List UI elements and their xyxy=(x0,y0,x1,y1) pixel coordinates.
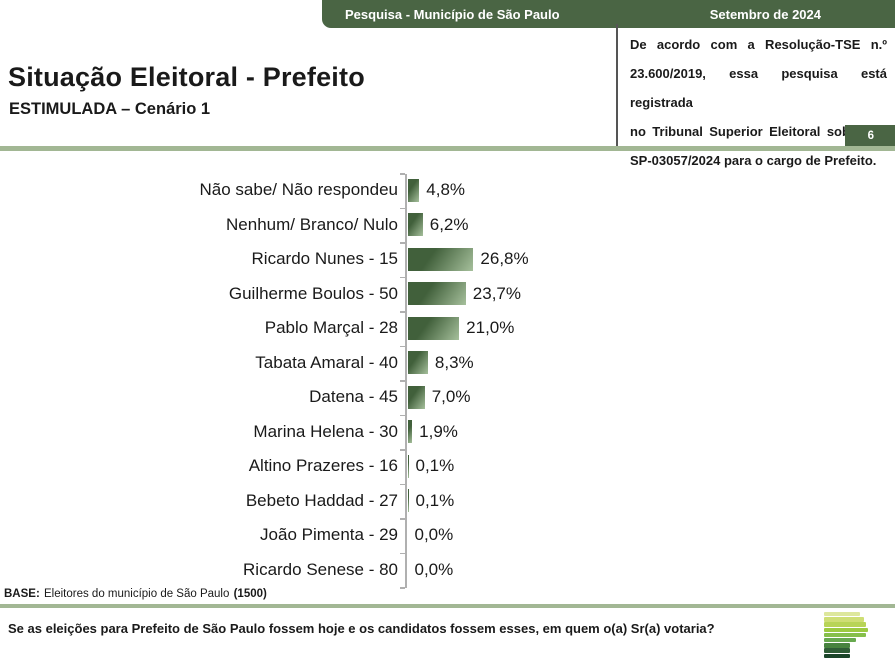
axis-tick xyxy=(400,207,405,209)
category-label: Guilherme Boulos - 50 xyxy=(228,283,398,303)
logo-bar xyxy=(824,632,866,638)
chart-row: Ricardo Nunes - 15 26,8% xyxy=(0,242,895,277)
chart-row: Ricardo Senese - 80 0,0% xyxy=(0,553,895,588)
tse-note-line: De acordo com a Resolução-TSE n.º xyxy=(630,37,887,52)
chart-row: Altino Prazeres - 16 0,1% xyxy=(0,449,895,484)
axis-tick xyxy=(400,276,405,278)
tse-divider-line xyxy=(616,24,618,146)
value-label: 0,0% xyxy=(414,525,454,544)
value-label: 8,3% xyxy=(434,352,474,372)
bar xyxy=(407,489,409,512)
chart-row: Datena - 45 7,0% xyxy=(0,380,895,415)
tse-registration-note: De acordo com a Resolução-TSE n.º 23.600… xyxy=(630,30,887,175)
category-label: Pablo Marçal - 28 xyxy=(264,318,398,337)
chart-row: Guilherme Boulos - 50 23,7% xyxy=(0,277,895,312)
header-bar: Pesquisa - Município de São Paulo Setemb… xyxy=(322,0,895,28)
axis-tick xyxy=(400,449,405,451)
axis-tick xyxy=(400,518,405,520)
chart-row: João Pimenta - 29 0,0% xyxy=(0,518,895,553)
bar xyxy=(407,247,474,271)
category-label: Ricardo Nunes - 15 xyxy=(251,249,398,268)
base-label: BASE: xyxy=(4,588,40,600)
category-label: Tabata Amaral - 40 xyxy=(255,352,398,372)
bar xyxy=(407,385,425,409)
value-label: 0,1% xyxy=(415,490,455,510)
survey-question: Se as eleições para Prefeito de São Paul… xyxy=(8,621,715,636)
divider-line-bottom xyxy=(0,604,895,608)
bar-chart: Não sabe/ Não respondeu 4,8% Nenhum/ Branc… xyxy=(0,173,895,589)
logo-bar xyxy=(824,653,850,658)
value-label: 26,8% xyxy=(480,249,529,268)
logo-bar xyxy=(824,648,850,653)
logo-bar xyxy=(824,612,860,617)
axis-tick xyxy=(400,552,405,554)
logo-bar xyxy=(824,617,864,622)
bar xyxy=(407,454,409,478)
value-label: 7,0% xyxy=(431,387,471,406)
bar xyxy=(407,420,413,443)
logo-bar xyxy=(824,643,850,648)
bar xyxy=(407,351,428,374)
bar xyxy=(407,316,460,340)
page-subtitle: ESTIMULADA – Cenário 1 xyxy=(9,100,211,118)
logo-bar xyxy=(824,637,856,643)
axis-tick xyxy=(400,311,405,313)
value-label: 6,2% xyxy=(429,214,469,234)
axis-tick xyxy=(400,587,405,589)
category-label: Nenhum/ Branco/ Nulo xyxy=(226,214,398,234)
tse-note-line: SP-03057/2024 para o cargo de Prefeito. xyxy=(630,153,877,168)
value-label: 23,7% xyxy=(472,283,521,303)
axis-tick xyxy=(400,380,405,382)
category-label: Altino Prazeres - 16 xyxy=(248,456,398,475)
chart-row: Nenhum/ Branco/ Nulo 6,2% xyxy=(0,208,895,243)
page-number-badge: 6 xyxy=(845,125,895,146)
base-text: Eleitores do município de São Paulo xyxy=(43,588,230,600)
tse-note-line: no Tribunal Superior Eleitoral sob o n.º xyxy=(630,124,887,139)
chart-row: Bebeto Haddad - 27 0,1% xyxy=(0,484,895,519)
divider-line-top xyxy=(0,146,895,151)
category-label: Não sabe/ Não respondeu xyxy=(199,180,398,199)
axis-tick xyxy=(400,242,405,244)
logo-bar xyxy=(824,622,866,627)
chart-row: Pablo Marçal - 28 21,0% xyxy=(0,311,895,346)
axis-tick xyxy=(400,345,405,347)
page-title: Situação Eleitoral - Prefeito xyxy=(8,62,365,92)
tse-note-line: 23.600/2019, essa pesquisa está registra… xyxy=(630,66,887,110)
category-label: Marina Helena - 30 xyxy=(253,421,398,441)
value-label: 4,8% xyxy=(426,180,466,199)
category-label: João Pimenta - 29 xyxy=(260,525,398,544)
value-label: 0,1% xyxy=(415,456,455,475)
bar xyxy=(407,178,420,202)
chart-row: Tabata Amaral - 40 8,3% xyxy=(0,346,895,381)
base-note: BASE: Eleitores do município de São Paul… xyxy=(4,588,267,600)
header-date: Setembro de 2024 xyxy=(709,6,821,22)
value-label: 0,0% xyxy=(414,559,454,579)
value-label: 1,9% xyxy=(419,421,458,441)
bar xyxy=(407,282,466,305)
axis-tick xyxy=(400,173,405,175)
base-count: (1500) xyxy=(233,588,267,600)
bar xyxy=(407,213,423,236)
parana-pesquisas-logo xyxy=(824,612,884,659)
chart-row: Marina Helena - 30 1,9% xyxy=(0,415,895,450)
chart-row: Não sabe/ Não respondeu 4,8% xyxy=(0,173,895,208)
logo-bar xyxy=(824,627,868,632)
axis-tick xyxy=(400,483,405,485)
category-label: Datena - 45 xyxy=(309,387,398,406)
header-survey-title: Pesquisa - Município de São Paulo xyxy=(345,6,560,22)
axis-tick xyxy=(400,414,405,416)
chart-axis-line xyxy=(405,174,407,588)
category-label: Bebeto Haddad - 27 xyxy=(245,490,398,510)
value-label: 21,0% xyxy=(466,318,515,337)
category-label: Ricardo Senese - 80 xyxy=(243,559,398,579)
